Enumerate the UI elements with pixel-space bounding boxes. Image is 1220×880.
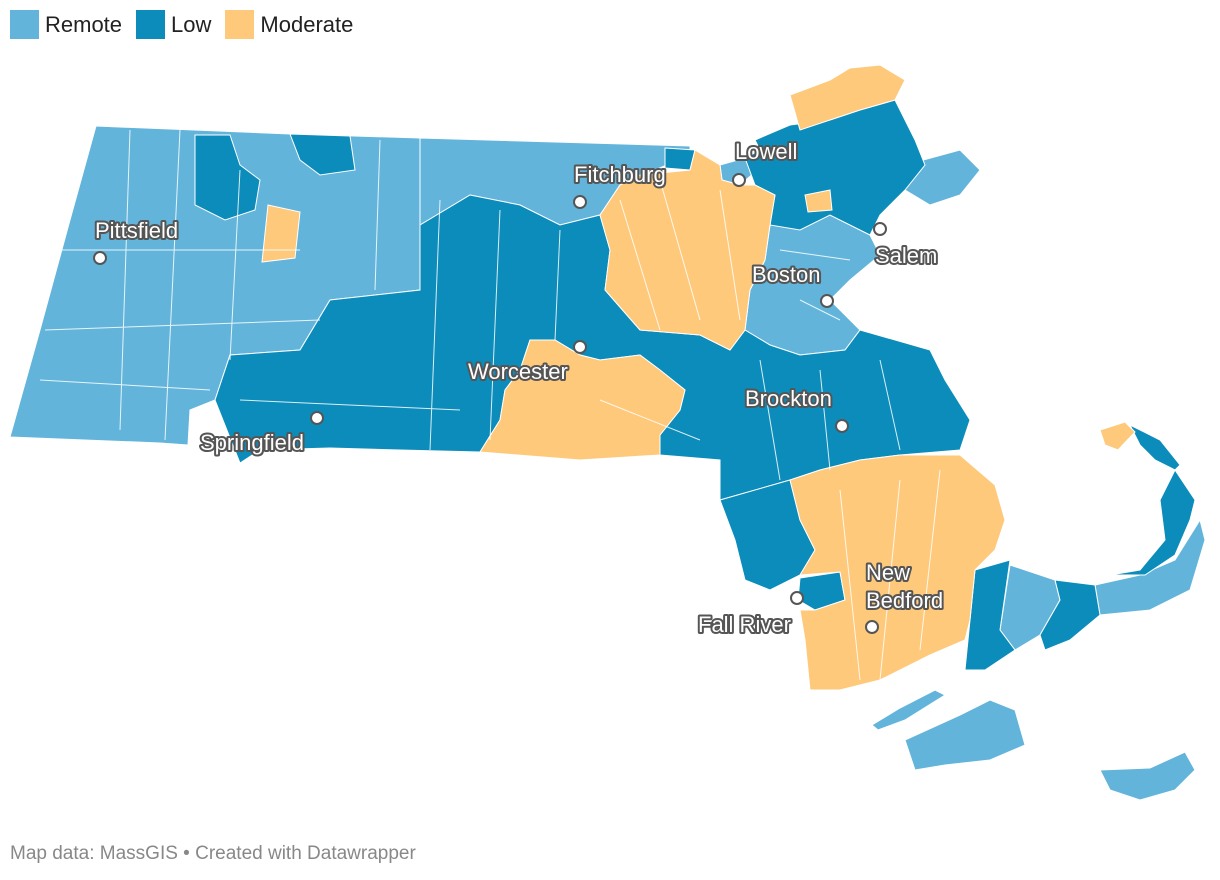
legend-label-low: Low xyxy=(171,11,212,37)
city-dot xyxy=(573,195,587,209)
city-lowell: Lowell xyxy=(732,137,799,187)
city-brockton: Brockton xyxy=(743,384,849,433)
region-moderate-worcester-south xyxy=(479,339,686,461)
city-label: Brockton xyxy=(745,386,832,411)
region-moderate xyxy=(261,64,1136,691)
city-dot xyxy=(820,294,834,308)
legend-label-remote: Remote xyxy=(45,11,123,37)
region-moderate-northshore xyxy=(804,189,833,213)
region-moderate-west xyxy=(261,204,301,263)
legend-swatch-low xyxy=(136,10,166,39)
city-dot xyxy=(310,411,324,425)
legend-swatch-remote xyxy=(10,10,39,39)
city-dot xyxy=(873,222,887,236)
city-label: Salem xyxy=(875,243,937,268)
legend-item-remote: Remote xyxy=(10,10,122,39)
town-boundaries xyxy=(39,129,941,681)
map-footer-credit: Map data: MassGIS • Created with Datawra… xyxy=(10,843,416,864)
city-fall-river: Fall River xyxy=(696,591,804,639)
city-boston: Boston xyxy=(750,260,834,308)
region-west-low-1 xyxy=(194,134,261,221)
region-nantucket xyxy=(1099,751,1196,801)
region-cape-low-2 xyxy=(1109,469,1196,576)
region-cape-low-1 xyxy=(1039,579,1101,651)
city-label: Boston xyxy=(752,262,821,287)
city-label-line-1: New xyxy=(866,560,910,585)
city-label: New Bedford xyxy=(866,560,943,613)
legend-label-moderate: Moderate xyxy=(260,11,354,37)
city-new-bedford: New Bedford xyxy=(864,558,945,634)
city-dot xyxy=(93,251,107,265)
city-label: Fitchburg xyxy=(574,162,666,187)
region-moderate-northeast xyxy=(789,64,906,131)
city-fitchburg: Fitchburg xyxy=(572,160,668,209)
region-moderate-cape-tip xyxy=(1099,421,1136,451)
legend: Remote Low Moderate xyxy=(10,10,353,39)
city-worcester: Worcester xyxy=(466,340,587,386)
region-plymouth-low xyxy=(964,559,1016,671)
city-dot xyxy=(865,620,879,634)
region-elizabeth-islands xyxy=(871,689,947,731)
cities: Pittsfield Fitchburg Lowell Salem Boston… xyxy=(93,137,945,639)
city-dot xyxy=(835,419,849,433)
region-west-low-2 xyxy=(289,133,356,176)
city-dot xyxy=(732,173,746,187)
city-label: Lowell xyxy=(735,139,797,164)
region-moderate-southeast xyxy=(789,454,1006,691)
region-cape-tip-low xyxy=(1128,423,1181,471)
city-label-line-2: Bedford xyxy=(866,588,943,613)
city-springfield: Springfield xyxy=(198,411,324,457)
city-pittsfield: Pittsfield xyxy=(93,216,180,265)
legend-item-moderate: Moderate xyxy=(225,10,353,39)
city-salem: Salem xyxy=(873,222,939,270)
legend-item-low: Low xyxy=(136,10,211,39)
city-label: Pittsfield xyxy=(95,218,178,243)
region-remote xyxy=(9,125,1206,801)
legend-swatch-moderate xyxy=(225,10,255,39)
city-dot xyxy=(790,591,804,605)
city-label: Fall River xyxy=(698,612,791,637)
city-label: Springfield xyxy=(200,430,304,455)
city-dot xyxy=(573,340,587,354)
city-label: Worcester xyxy=(468,359,568,384)
region-marthas-vineyard xyxy=(904,699,1026,771)
